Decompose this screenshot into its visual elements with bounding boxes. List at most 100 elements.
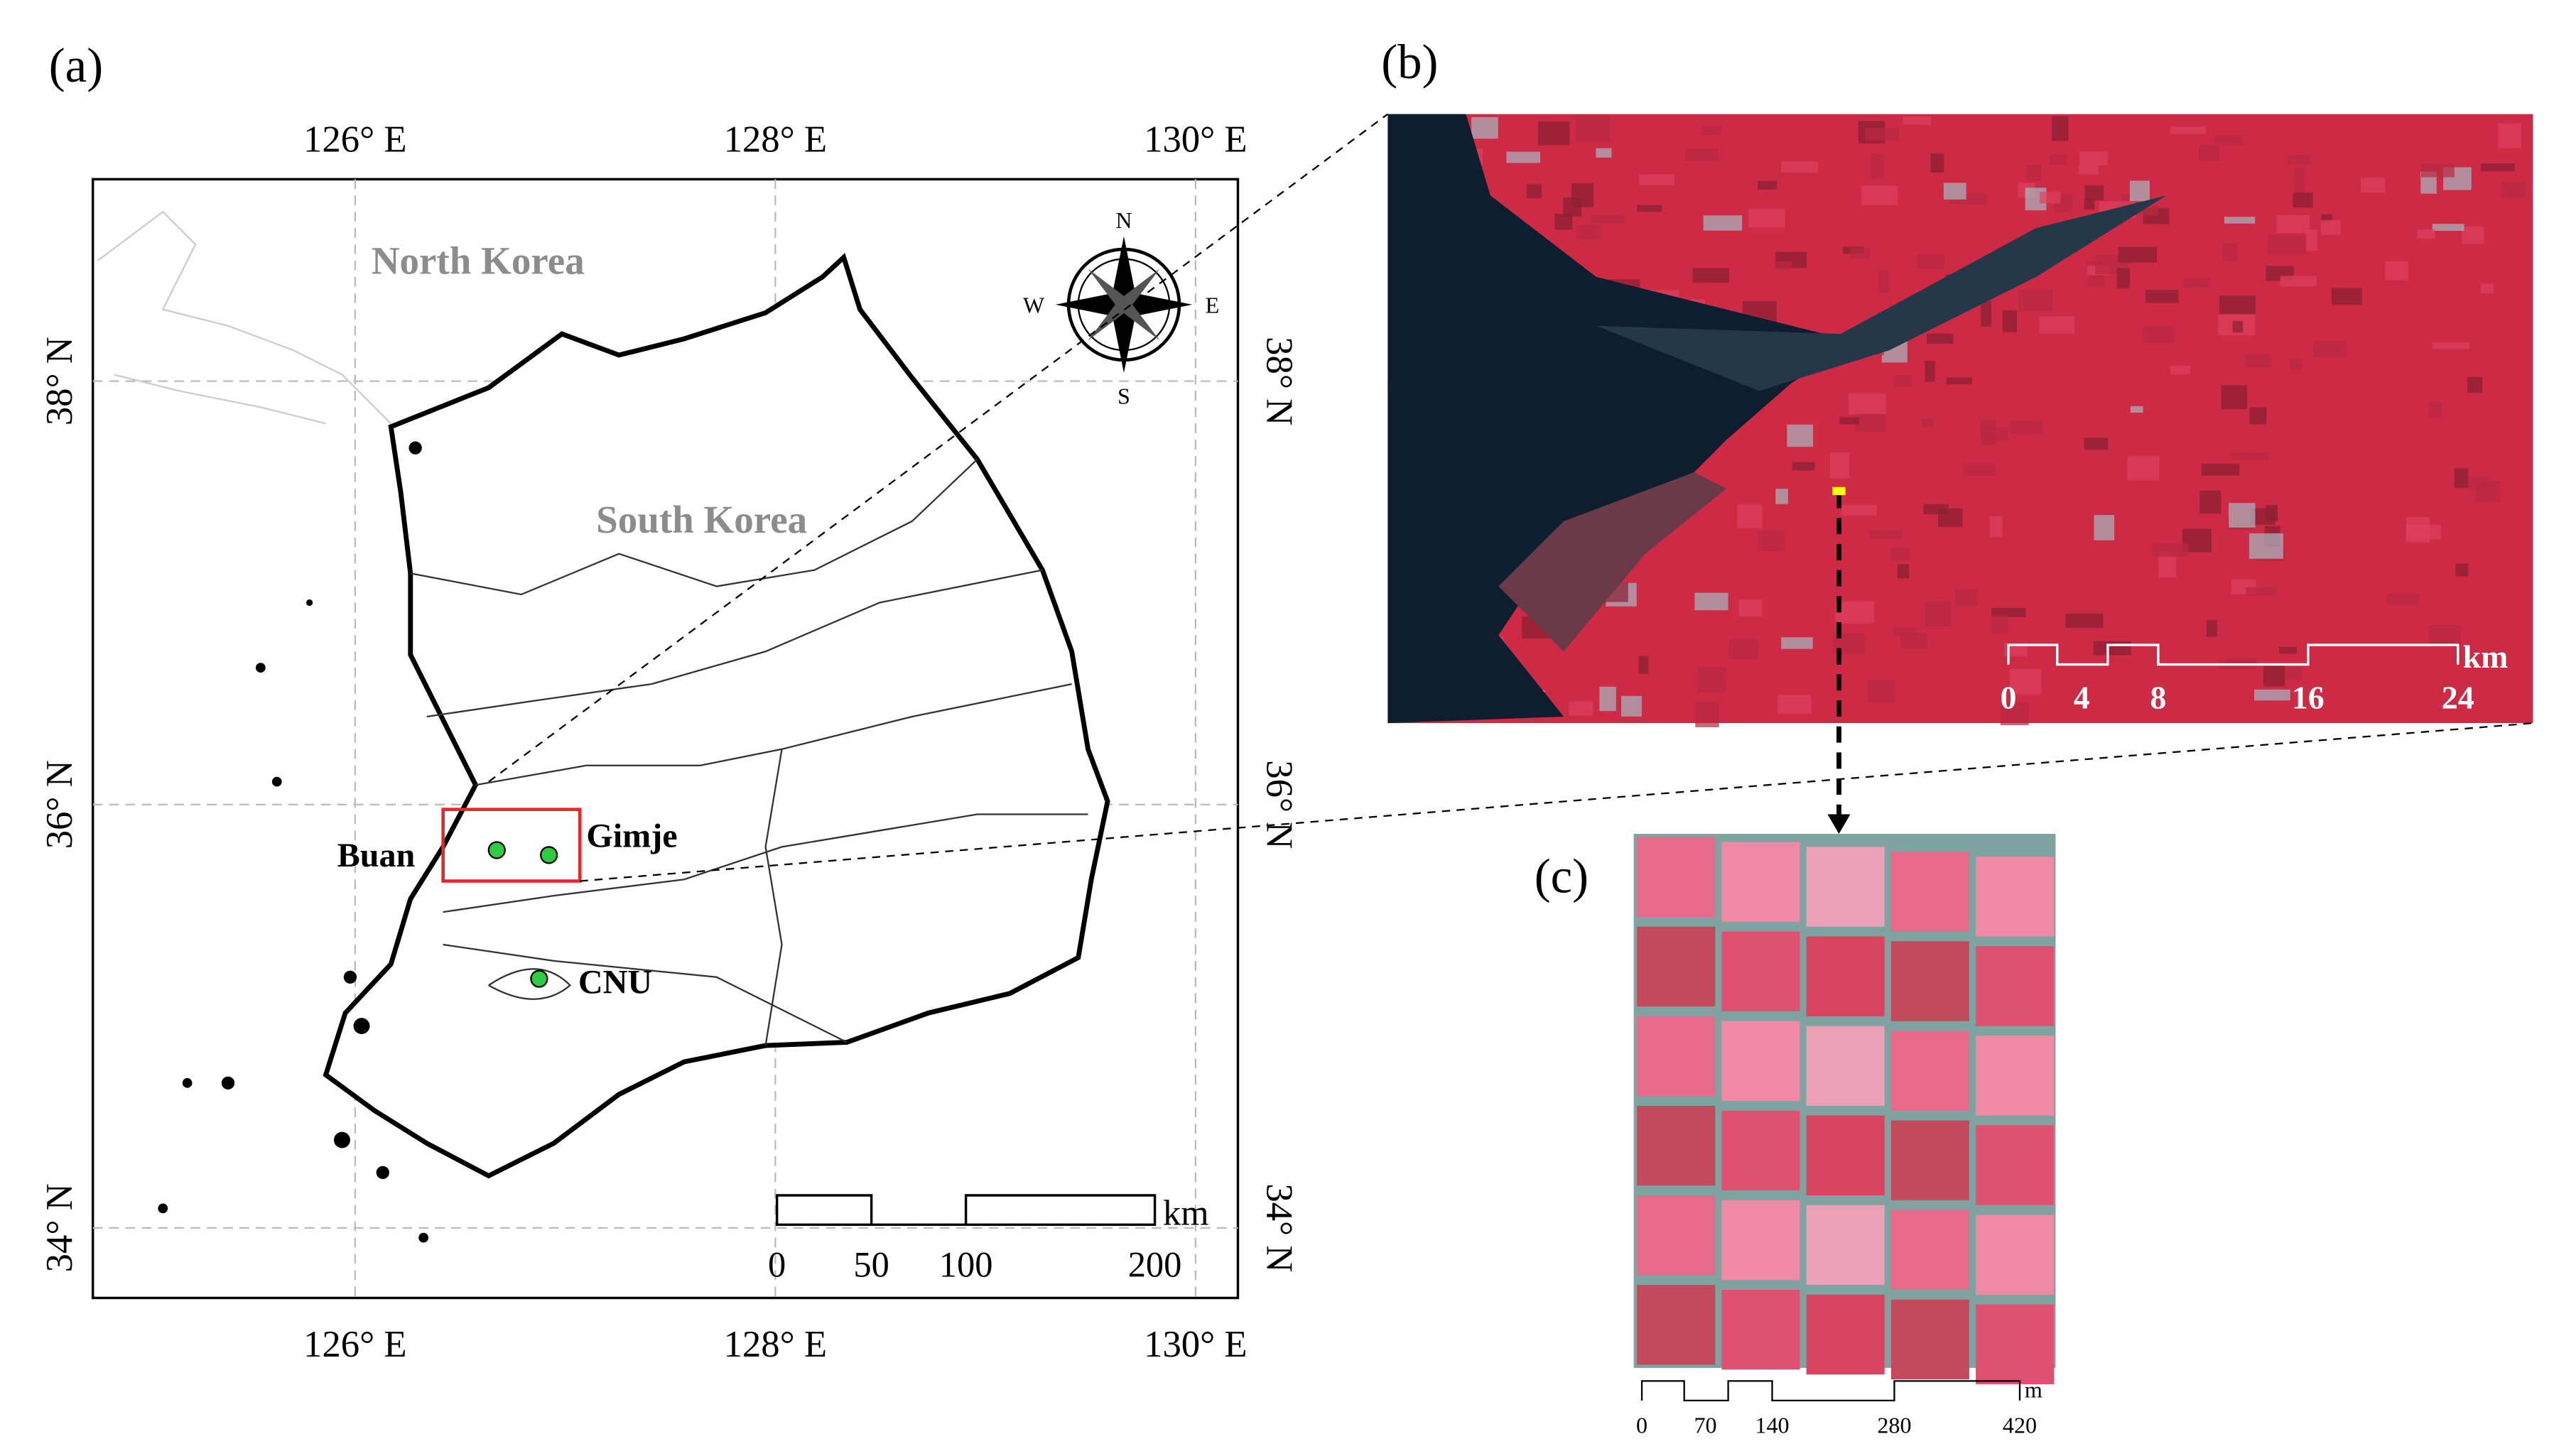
scale-label: 100 (939, 1245, 993, 1285)
texture (1897, 564, 1910, 579)
field (1721, 1200, 1800, 1281)
texture (1930, 153, 1944, 173)
texture (1868, 680, 1895, 703)
graticule-labels: 126° E 126° E 128° E 128° E 130° E 130° E 38° … (39, 119, 1300, 1365)
texture (2116, 268, 2131, 288)
texture (1981, 419, 1997, 445)
texture (1925, 360, 1935, 382)
texture (1537, 121, 1570, 146)
texture (1620, 695, 1642, 717)
texture (2406, 524, 2442, 540)
texture (2084, 185, 2104, 200)
texture (2467, 376, 2483, 393)
panel-label: (a) (49, 38, 103, 92)
texture (2026, 164, 2042, 181)
scale-label: 16 (2292, 679, 2325, 715)
texture (2093, 641, 2131, 656)
field (1637, 926, 1716, 1007)
lat-label: 38° N (39, 337, 80, 425)
scale-bar (775, 1194, 1157, 1227)
texture (2280, 276, 2317, 287)
scale-label: 4 (2074, 679, 2090, 715)
texture (2065, 613, 2104, 629)
texture (2130, 406, 2143, 413)
texture (1775, 489, 1788, 504)
texture (2219, 295, 2256, 314)
texture (1748, 208, 1785, 228)
texture (2263, 663, 2285, 687)
field (1976, 1215, 2055, 1295)
texture (2454, 468, 2469, 489)
texture (1471, 116, 1498, 139)
field (1976, 1304, 2055, 1384)
scale-unit: km (1163, 1192, 1208, 1232)
field (1806, 847, 1885, 927)
texture (2222, 244, 2237, 262)
texture (2293, 192, 2313, 208)
texture (2313, 341, 2347, 357)
texture (2094, 515, 2115, 540)
place-name: Buan (337, 837, 416, 874)
scale-label: 0 (768, 1245, 786, 1285)
texture (2254, 689, 2290, 701)
field (1890, 1299, 1969, 1380)
scale-label: 0 (1636, 1413, 1647, 1438)
field (1890, 941, 1969, 1021)
place-name: CNU (578, 964, 652, 1001)
texture (2118, 246, 2157, 263)
texture (1925, 601, 1952, 626)
field (1890, 852, 1969, 932)
texture (2331, 288, 2362, 305)
texture (1571, 183, 1594, 208)
texture (2221, 385, 2248, 410)
place-name: North Korea (372, 239, 585, 282)
panel-label: (b) (1381, 35, 1438, 89)
scale-label: 50 (853, 1245, 889, 1285)
lat-label: 36° N (39, 760, 80, 849)
texture (2246, 587, 2276, 596)
zoomed-image (1633, 834, 2056, 1384)
compass-letter: W (1023, 292, 1045, 317)
field (1806, 1115, 1885, 1196)
lat-label: 34° N (39, 1183, 80, 1272)
scale-unit: km (2463, 639, 2509, 675)
texture (2214, 135, 2244, 145)
texture (1777, 695, 1812, 714)
texture (2475, 481, 2500, 502)
scale-label: 70 (1694, 1413, 1716, 1438)
zoom-arrowhead (1827, 814, 1851, 835)
field (1890, 1031, 1969, 1111)
compass-letter: S (1118, 384, 1130, 409)
texture (1946, 377, 1973, 385)
texture (1848, 393, 1886, 415)
texture (2321, 214, 2332, 223)
texture (1792, 462, 1815, 471)
texture (2039, 316, 2075, 335)
texture (1839, 417, 1859, 425)
texture (2276, 214, 2310, 233)
texture (1829, 452, 1850, 479)
field (1721, 1021, 1800, 1102)
scale-label: 24 (2442, 679, 2474, 715)
texture (1869, 531, 1903, 539)
texture (2480, 283, 2494, 294)
texture (1758, 531, 1785, 551)
texture (1938, 508, 1963, 527)
texture (2268, 235, 2307, 254)
texture (1894, 375, 1912, 386)
texture (2129, 180, 2150, 202)
texture (2206, 619, 2217, 637)
lat-label: 38° N (1259, 337, 1300, 425)
texture (2288, 154, 2312, 165)
texture (1738, 599, 1763, 616)
texture (1850, 248, 1870, 259)
texture (2462, 226, 2484, 244)
scale-bar (2007, 643, 2460, 666)
field (1721, 931, 1800, 1011)
texture (1637, 205, 1662, 212)
north-korea-coast (97, 210, 392, 425)
texture (2249, 407, 2267, 425)
texture (1890, 547, 1910, 561)
field (1637, 837, 1716, 917)
